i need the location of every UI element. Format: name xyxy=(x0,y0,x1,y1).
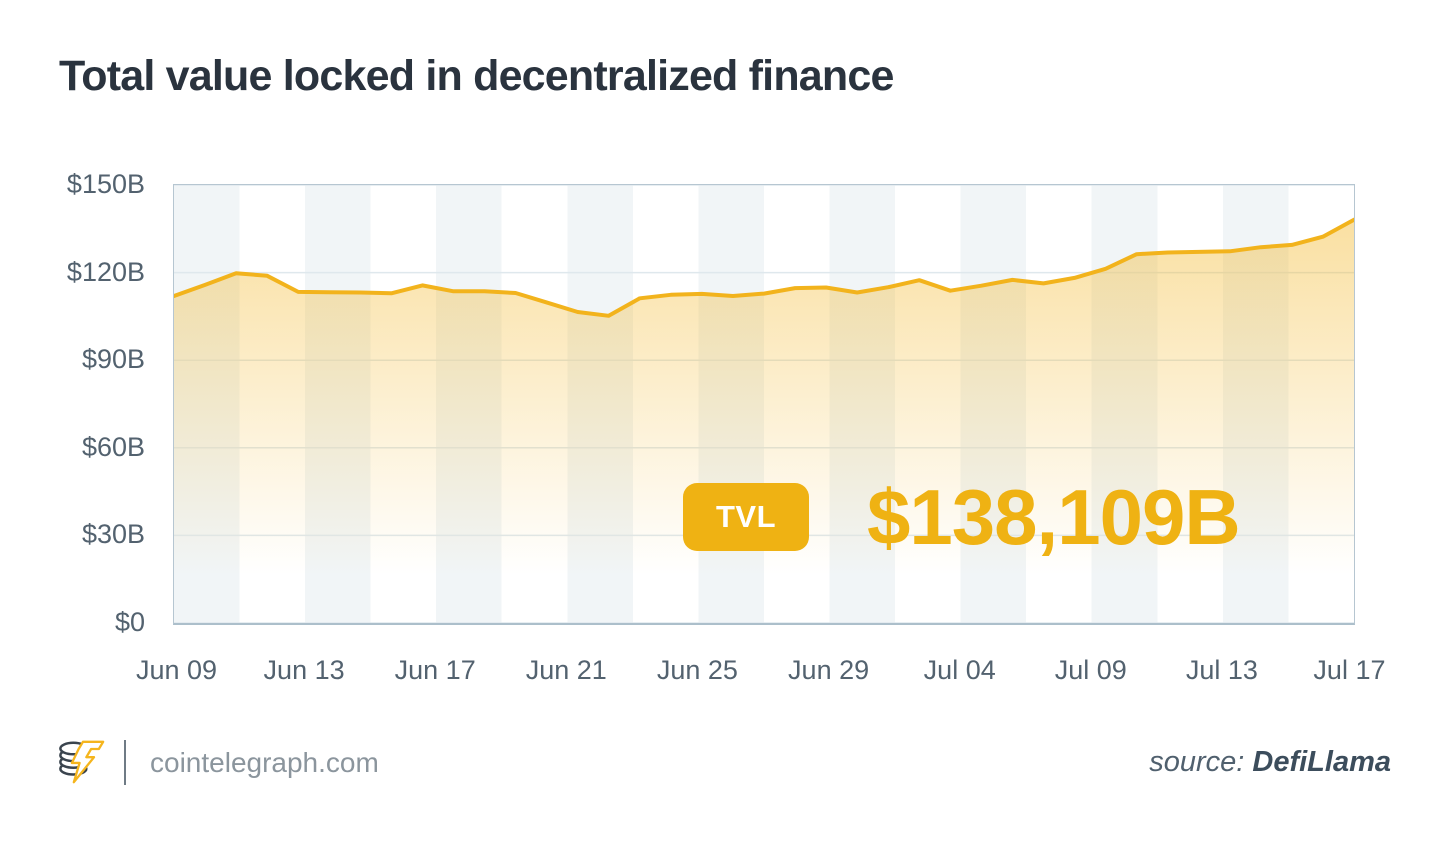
cointelegraph-logo-icon xyxy=(59,740,105,784)
source-label: source: xyxy=(1149,746,1245,778)
y-axis: $150B $120B $90B $60B $30B $0 xyxy=(30,168,145,638)
site-label: cointelegraph.com xyxy=(150,747,379,778)
x-tick-label: Jun 29 xyxy=(788,655,870,685)
y-tick-label: $60B xyxy=(81,431,145,462)
footer-divider xyxy=(124,740,126,785)
page-title: Total value locked in decentralized fina… xyxy=(59,52,894,100)
y-tick-label: $120B xyxy=(66,256,145,287)
x-axis: Jun 09 Jun 13 Jun 17 Jun 21 Jun 25 Jun 2… xyxy=(136,652,1385,688)
x-tick-label: Jun 25 xyxy=(656,655,738,685)
source-name: DefiLlama xyxy=(1252,746,1391,778)
area-fill xyxy=(174,219,1354,623)
y-tick-label: $30B xyxy=(81,519,145,550)
plot-area: TVL $138,109B xyxy=(173,184,1355,625)
x-tick-label: Jun 21 xyxy=(525,655,607,685)
lightning-bolt-icon xyxy=(70,740,105,784)
tvl-badge: TVL xyxy=(683,483,809,551)
source-attribution: source: DefiLlama xyxy=(1149,745,1391,779)
x-tick-label: Jun 17 xyxy=(394,655,476,685)
y-tick-label: $0 xyxy=(114,606,145,637)
x-tick-label: Jul 17 xyxy=(1313,655,1386,685)
x-tick-label: Jun 13 xyxy=(263,655,345,685)
y-tick-label: $90B xyxy=(81,344,145,375)
x-tick-label: Jul 09 xyxy=(1054,655,1127,685)
y-tick-label: $150B xyxy=(66,169,145,199)
x-tick-label: Jul 04 xyxy=(923,655,996,685)
x-tick-label: Jun 09 xyxy=(135,655,218,685)
tvl-area-chart xyxy=(174,185,1354,623)
tvl-current-value: $138,109B xyxy=(867,473,1241,561)
x-tick-label: Jul 13 xyxy=(1185,655,1258,685)
tvl-badge-label: TVL xyxy=(715,499,777,534)
tvl-line xyxy=(174,217,1354,318)
